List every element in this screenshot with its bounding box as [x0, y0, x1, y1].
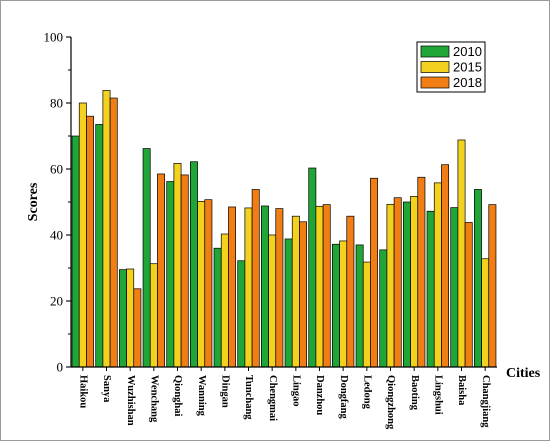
- bar-2018-wanning: [204, 199, 213, 368]
- bar-2015-sanya: [102, 90, 111, 368]
- bar-2015-baoting: [410, 196, 419, 368]
- x-category-label: Chengmai: [267, 375, 278, 421]
- bar-2015-lingshui: [433, 182, 442, 368]
- x-category-label: Changjiang: [480, 375, 491, 428]
- bar-2015-chengmai: [268, 234, 277, 368]
- bar-2018-baoting: [417, 176, 426, 368]
- x-category-label: Dingan: [219, 375, 230, 408]
- y-axis-title: Scores: [26, 182, 41, 221]
- y-tick-label: 100: [44, 30, 64, 45]
- bar-2015-danzhou: [315, 205, 324, 368]
- bar-2015-lingao: [291, 215, 300, 368]
- y-tick-label: 0: [57, 360, 64, 375]
- bar-2018-danzhou: [322, 204, 331, 368]
- x-category-label: Sanya: [101, 375, 112, 403]
- bar-2010-lingao: [284, 238, 293, 368]
- legend-swatch-2015: [420, 61, 450, 73]
- y-tick-label: 40: [50, 228, 63, 243]
- bar-2018-dongfang: [346, 215, 355, 368]
- legend-label-2010: 2010: [453, 44, 482, 59]
- y-tick-label: 20: [50, 294, 63, 309]
- x-category-label: Wanning: [196, 375, 207, 417]
- bar-2018-tunchang: [251, 189, 260, 368]
- x-category-label: Qionghai: [172, 375, 183, 417]
- legend-swatch-2010: [420, 45, 450, 58]
- bar-2018-qionghai: [180, 174, 189, 368]
- x-category-labels: Haikou Sanya Wuzhishan Wenchang Qionghai Wann…: [77, 367, 491, 430]
- x-category-label: Qiongzhong: [385, 375, 396, 430]
- bar-2010-danzhou: [308, 167, 317, 368]
- bar-2015-haikou: [78, 102, 87, 368]
- bar-2018-lingao: [299, 221, 307, 368]
- bar-2010-qionghai: [166, 181, 175, 368]
- bar-2010-sanya: [95, 124, 104, 368]
- bar-2010-baisha: [450, 207, 459, 368]
- x-category-label: Baisha: [456, 375, 467, 406]
- bar-2010-tunchang: [237, 260, 246, 368]
- bar-2018-changjiang: [488, 204, 497, 368]
- y-ticks-group: 0 20 40 60 80 100: [44, 30, 71, 375]
- bar-2018-sanya: [109, 97, 118, 368]
- bar-2018-qiongzhong: [393, 197, 402, 368]
- bar-2018-lingshui: [441, 164, 449, 368]
- bar-2015-ledong: [362, 261, 371, 368]
- legend-swatch-2018: [420, 76, 450, 89]
- bar-2015-wenchang: [149, 263, 158, 368]
- x-category-label: Wenchang: [148, 375, 159, 423]
- bar-2010-wenchang: [142, 148, 151, 368]
- bar-2010-lingshui: [426, 210, 435, 368]
- bar-2015-baisha: [457, 139, 466, 368]
- x-category-label: Baoting: [409, 375, 420, 411]
- bar-2018-dingan: [228, 206, 236, 368]
- bar-2010-wanning: [190, 161, 198, 368]
- bar-2010-baoting: [403, 201, 411, 368]
- bar-2018-chengmai: [275, 208, 284, 368]
- bar-2015-qionghai: [173, 163, 182, 368]
- x-category-label: Tunchang: [243, 375, 254, 420]
- bar-2015-dingan: [220, 233, 229, 368]
- bar-2010-wuzhishan: [119, 269, 127, 368]
- bar-2018-ledong: [370, 177, 378, 368]
- bar-2015-wanning: [197, 200, 206, 368]
- y-tick-label: 60: [50, 162, 63, 177]
- bar-2015-tunchang: [244, 207, 253, 368]
- x-category-label: Haikou: [77, 375, 88, 408]
- bar-2015-dongfang: [339, 240, 348, 368]
- bar-2010-ledong: [355, 244, 364, 368]
- x-category-label: Danzhou: [314, 375, 325, 415]
- x-category-label: Ledong: [361, 375, 372, 410]
- bar-2015-qiongzhong: [386, 203, 395, 368]
- bar-2010-dongfang: [332, 243, 340, 368]
- x-axis-title: Cities: [506, 366, 541, 381]
- bar-2018-haikou: [86, 115, 94, 368]
- bar-2015-changjiang: [481, 258, 490, 368]
- legend-label-2018: 2018: [453, 75, 482, 90]
- bar-2010-qiongzhong: [379, 249, 388, 368]
- bar-2018-wenchang: [157, 173, 165, 368]
- bar-2010-dingan: [213, 247, 222, 368]
- bar-2018-baisha: [464, 222, 473, 368]
- x-category-label: Lingshui: [432, 375, 443, 415]
- x-category-label: Wuzhishan: [125, 375, 136, 426]
- legend-label-2015: 2015: [453, 60, 482, 75]
- bar-2018-wuzhishan: [133, 288, 142, 368]
- bar-2010-chengmai: [261, 205, 269, 368]
- x-category-label: Lingao: [290, 375, 301, 407]
- bar-2010-changjiang: [474, 189, 482, 368]
- bars-group: [71, 90, 497, 368]
- y-tick-label: 80: [50, 96, 63, 111]
- bar-2010-haikou: [71, 135, 80, 368]
- bar-2015-wuzhishan: [126, 268, 135, 368]
- x-category-label: Dongfang: [338, 375, 349, 420]
